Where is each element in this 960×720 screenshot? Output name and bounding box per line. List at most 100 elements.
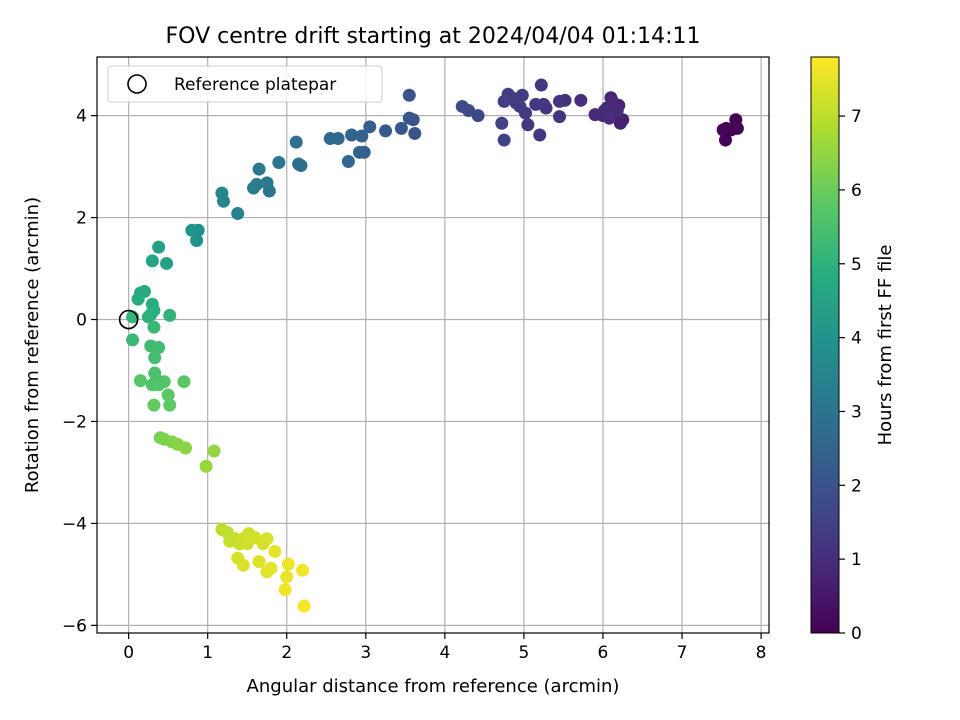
x-tick-label: 4 xyxy=(439,643,450,663)
data-point xyxy=(552,94,566,108)
data-point xyxy=(268,544,282,558)
colorbar-tick-label: 2 xyxy=(851,476,862,496)
colorbar-tick-label: 7 xyxy=(851,107,862,127)
data-point xyxy=(157,375,171,389)
data-point xyxy=(161,388,175,402)
data-point xyxy=(471,109,485,123)
legend: Reference platepar xyxy=(107,65,383,103)
y-tick-label: −4 xyxy=(62,514,87,534)
legend-label-reference: Reference platepar xyxy=(174,75,336,95)
x-tick-label: 3 xyxy=(360,643,371,663)
data-point xyxy=(179,441,193,455)
y-tick-label: 0 xyxy=(76,311,87,331)
colorbar-tick-label: 5 xyxy=(851,255,862,275)
x-tick-label: 8 xyxy=(756,643,767,663)
data-point xyxy=(247,181,261,195)
data-point xyxy=(260,532,274,546)
data-point xyxy=(215,186,229,200)
data-point xyxy=(152,341,166,355)
y-tick-label: −6 xyxy=(62,616,87,636)
data-point xyxy=(497,133,511,147)
colorbar-ticks: 0 1 2 3 4 5 6 7 xyxy=(839,107,862,644)
chart-title: FOV centre drift starting at 2024/04/04 … xyxy=(166,24,701,49)
data-point xyxy=(163,308,177,322)
data-point xyxy=(296,563,310,577)
data-point xyxy=(455,99,469,113)
data-point xyxy=(289,135,303,149)
data-point xyxy=(207,444,221,458)
legend-marker-reference xyxy=(127,74,147,94)
data-point xyxy=(163,398,177,412)
data-point xyxy=(497,94,511,108)
data-point xyxy=(552,110,566,124)
data-point xyxy=(160,256,174,270)
data-point xyxy=(408,126,422,140)
data-point xyxy=(341,154,355,168)
data-point xyxy=(730,121,744,135)
data-point xyxy=(185,223,199,237)
data-point xyxy=(147,398,161,412)
colorbar: 0 1 2 3 4 5 6 7 Hours from first FF file xyxy=(810,56,896,644)
data-point xyxy=(236,558,250,572)
colorbar-tick-label: 1 xyxy=(851,550,862,570)
data-point xyxy=(352,145,366,159)
colorbar-gradient xyxy=(810,56,840,634)
data-point xyxy=(147,320,161,334)
data-point xyxy=(292,157,306,171)
data-point xyxy=(272,156,286,170)
data-point xyxy=(345,128,359,142)
x-tick-label: 7 xyxy=(677,643,688,663)
data-point xyxy=(252,162,266,176)
data-point xyxy=(363,120,377,134)
data-point xyxy=(133,374,147,388)
data-point xyxy=(131,292,145,306)
x-tick-label: 1 xyxy=(202,643,213,663)
y-tick-label: 2 xyxy=(76,209,87,229)
data-point xyxy=(148,351,162,365)
data-point xyxy=(602,111,616,125)
grid-lines xyxy=(97,57,769,633)
colorbar-label: Hours from first FF file xyxy=(875,245,896,446)
data-point xyxy=(574,93,588,107)
data-point xyxy=(278,583,292,597)
reference-platepar-marker xyxy=(118,309,139,330)
scatter-points xyxy=(126,78,744,613)
data-point xyxy=(126,333,140,347)
data-point xyxy=(323,132,337,146)
y-tick-label: 4 xyxy=(76,107,87,127)
data-point xyxy=(402,111,416,125)
x-tick-label: 6 xyxy=(598,643,609,663)
x-tick-label: 5 xyxy=(519,643,530,663)
colorbar-tick-label: 4 xyxy=(851,329,862,349)
data-point xyxy=(534,78,548,92)
x-axis-label: Angular distance from reference (arcmin) xyxy=(247,676,620,697)
data-point xyxy=(260,176,274,190)
data-point xyxy=(379,124,393,138)
data-point xyxy=(231,206,245,220)
data-point xyxy=(252,555,266,569)
data-point xyxy=(177,375,191,389)
colorbar-tick-label: 3 xyxy=(851,402,862,422)
data-point xyxy=(145,254,159,268)
data-point xyxy=(297,599,311,613)
plot-frame xyxy=(96,56,770,634)
data-point xyxy=(264,561,278,575)
data-point xyxy=(533,128,547,142)
y-tick-label: −2 xyxy=(62,412,87,432)
x-tick-label: 2 xyxy=(281,643,292,663)
data-point xyxy=(394,121,408,135)
data-point xyxy=(152,240,166,254)
legend-box xyxy=(107,65,383,103)
data-point xyxy=(199,459,213,473)
data-point xyxy=(402,88,416,102)
data-point xyxy=(719,133,733,147)
axis-ticks: 0 1 2 3 4 5 6 7 8 −6 −4 −2 0 2 4 xyxy=(62,107,767,663)
data-point xyxy=(716,123,730,137)
data-point xyxy=(529,97,543,111)
data-point xyxy=(280,570,294,584)
colorbar-tick-label: 6 xyxy=(851,181,862,201)
data-point xyxy=(521,118,535,132)
data-point xyxy=(281,557,295,571)
data-point xyxy=(141,310,155,324)
